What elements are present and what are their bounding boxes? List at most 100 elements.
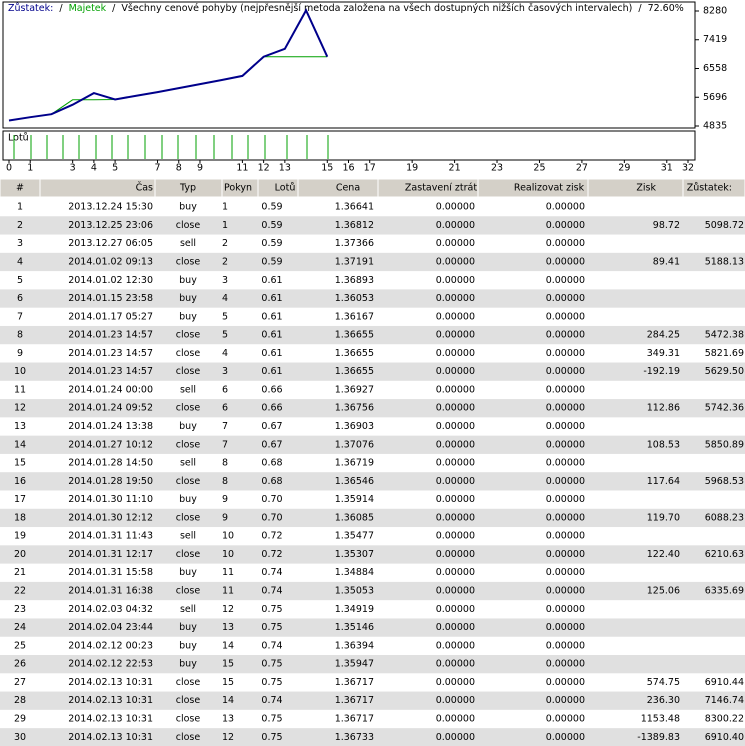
cell: close [176,695,201,706]
chart-title: Zůstatek: / Majetek / Všechny cenové poh… [8,3,684,14]
cell: 0.75 [261,732,282,743]
cell: 5098.72 [705,220,744,231]
cell: sell [180,458,196,469]
row-band [0,216,745,235]
cell: 21 [14,567,26,578]
header-label: # [16,183,24,194]
cell: 6335.69 [705,586,744,597]
cell: 0.00000 [546,366,585,377]
cell: 3 [222,366,228,377]
x-tick-label: 19 [406,163,418,174]
cell: 10 [222,549,234,560]
cell: 5 [222,311,228,322]
cell: 0.00000 [546,604,585,615]
cell: 0.74 [261,695,282,706]
cell: 0.00000 [546,220,585,231]
cell: 0.00000 [546,622,585,633]
cell: 7 [17,311,23,322]
cell: 2014.01.31 12:17 [68,549,153,560]
cell: 16 [14,476,26,487]
cell: 2014.02.12 22:53 [68,659,153,670]
cell: 0.61 [261,366,282,377]
cell: buy [179,275,197,286]
cell: 0.75 [261,604,282,615]
cell: 284.25 [647,330,680,341]
cell: 18 [14,512,26,523]
cell: 2014.01.17 05:27 [68,311,153,322]
cell: 0.00000 [546,330,585,341]
cell: 1.36085 [335,512,374,523]
x-tick-label: 27 [576,163,588,174]
cell: 0.00000 [436,202,475,213]
cell: 0.00000 [436,677,475,688]
cell: buy [179,659,197,670]
cell: 0.00000 [436,238,475,249]
cell: 25 [14,640,26,651]
x-tick-label: 0 [6,163,12,174]
x-tick-label: 16 [342,163,354,174]
cell: buy [179,311,197,322]
cell: 2 [222,256,228,267]
row-band [0,655,745,674]
cell: buy [179,567,197,578]
cell: 0.70 [261,512,282,523]
cell: 0.72 [261,531,282,542]
x-tick-label: 8 [176,163,182,174]
cell: 12 [222,604,234,615]
cell: 7 [222,421,228,432]
cell: 0.00000 [546,695,585,706]
cell: buy [179,293,197,304]
cell: 0.59 [261,238,282,249]
cell: 2014.01.02 09:13 [68,256,153,267]
cell: 11 [222,567,234,578]
cell: 2014.02.13 10:31 [68,732,153,743]
cell: 6 [222,384,228,395]
cell: 1.34919 [335,604,374,615]
cell: 125.06 [647,586,680,597]
cell: 0.68 [261,458,282,469]
cell: 0.00000 [436,421,475,432]
cell: sell [180,531,196,542]
cell: 1.34884 [335,567,374,578]
cell: buy [179,421,197,432]
cell: 0.61 [261,293,282,304]
cell: 2014.01.23 14:57 [68,348,153,359]
cell: 236.30 [647,695,680,706]
cell: 1.35146 [335,622,374,633]
cell: 2013.12.27 06:05 [68,238,153,249]
cell: 0.00000 [546,531,585,542]
header-cell [682,178,745,198]
separator: / [59,3,63,14]
cell: 13 [222,713,234,724]
cell: 0.00000 [436,732,475,743]
cell: 0.00000 [546,256,585,267]
cell: 3 [222,275,228,286]
cell: 5 [17,275,23,286]
cell: 23 [14,604,26,615]
cell: 15 [222,677,234,688]
separator: / [638,3,642,14]
cell: 0.00000 [546,586,585,597]
cell: 0.00000 [546,293,585,304]
y-tick-label: 8280 [703,6,727,17]
cell: 8300.22 [705,713,744,724]
cell: 8 [222,476,228,487]
cell: 3 [17,238,23,249]
cell: 5629.50 [705,366,744,377]
cell: 0.00000 [546,202,585,213]
cell: 0.00000 [436,275,475,286]
cell: 6210.63 [705,549,744,560]
header-label: Čas [136,182,153,194]
cell: 0.00000 [436,695,475,706]
header-label: Realizovat zisk [514,183,585,194]
cell: 0.00000 [546,659,585,670]
cell: 2014.01.30 11:10 [68,494,153,505]
cell: 2014.01.23 14:57 [68,366,153,377]
cell: 0.00000 [436,439,475,450]
cell: 9 [17,348,23,359]
cell: 1.36717 [335,713,374,724]
cell: 0.00000 [436,256,475,267]
x-tick-label: 23 [491,163,503,174]
